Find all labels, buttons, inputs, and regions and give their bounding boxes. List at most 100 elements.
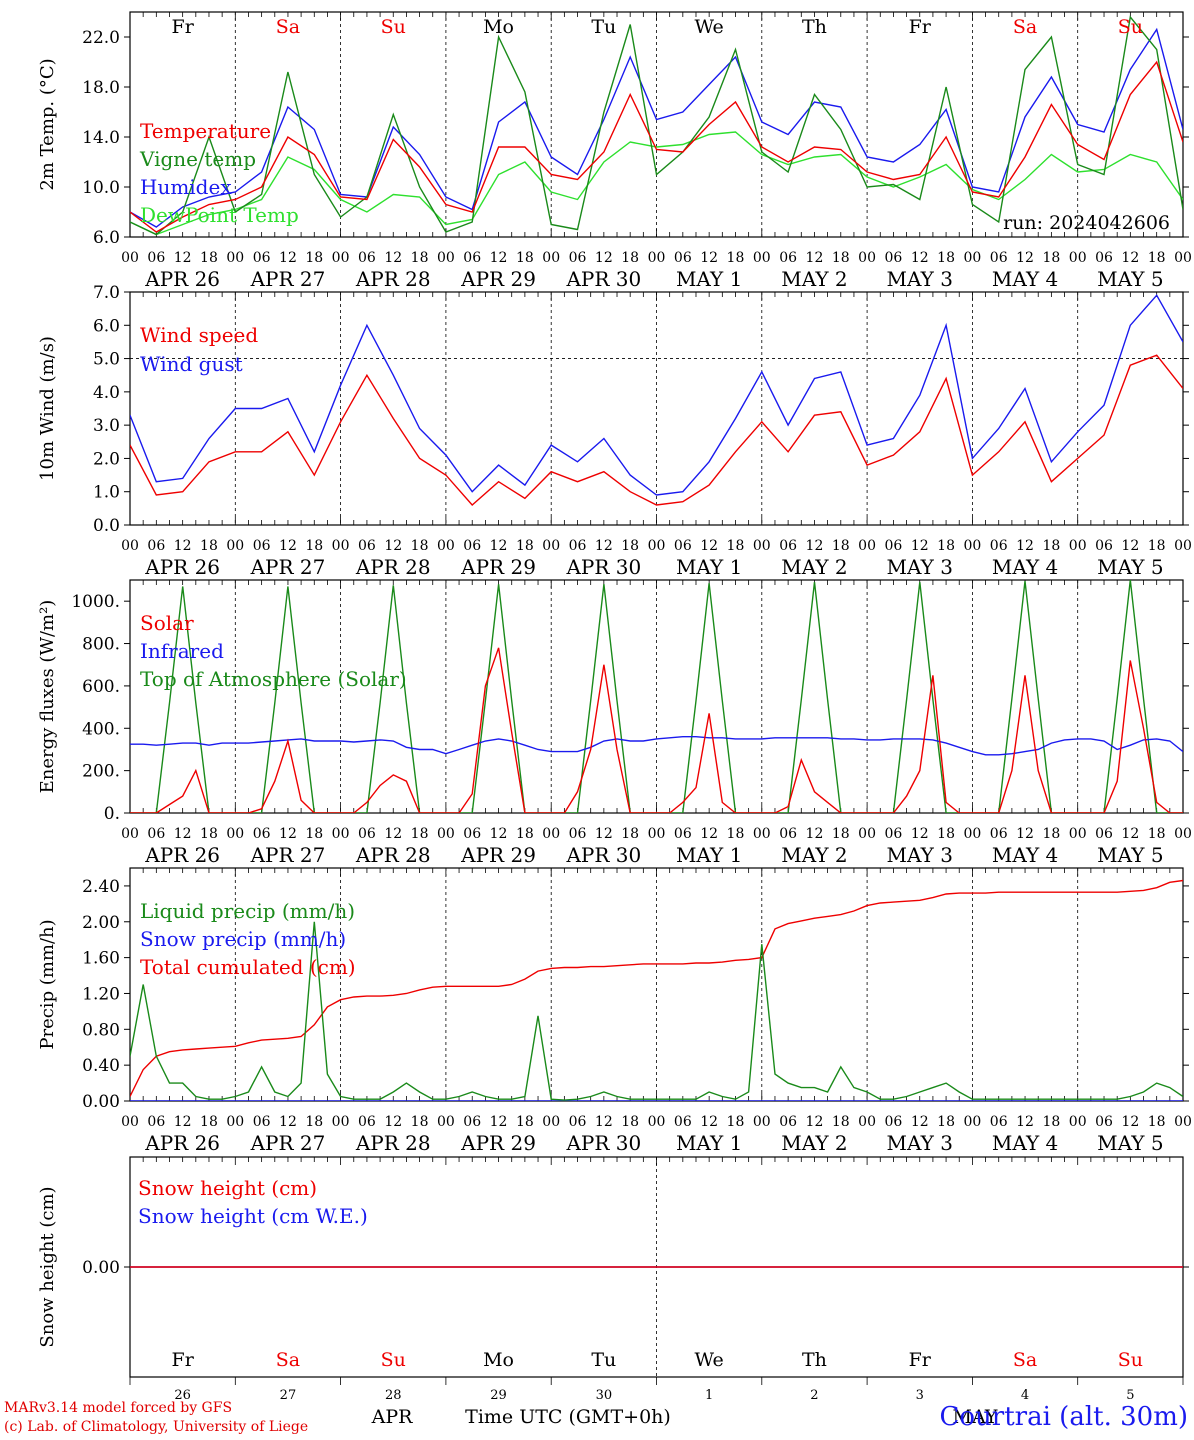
hour-tick-label: 18: [200, 250, 218, 266]
y-tick-label: 600.: [82, 677, 120, 697]
date-label: APR 29: [460, 1131, 536, 1155]
day-name-label: We: [695, 1349, 724, 1371]
day-name-label: Fr: [172, 1349, 195, 1371]
y-tick-label: 1000.: [71, 592, 120, 612]
y-tick-label: 0.80: [82, 1020, 120, 1040]
hour-tick-label: 12: [595, 1114, 613, 1130]
hour-tick-label: 06: [569, 826, 587, 842]
hour-tick-label: 00: [1174, 826, 1192, 842]
hour-tick-label: 12: [174, 538, 192, 554]
hour-tick-label: 18: [937, 1114, 955, 1130]
hour-tick-label: 06: [885, 1114, 903, 1130]
hour-tick-label: 06: [779, 1114, 797, 1130]
hour-tick-label: 06: [569, 250, 587, 266]
hour-tick-label: 06: [1095, 1114, 1113, 1130]
hour-tick-label: 12: [1016, 1114, 1034, 1130]
hour-tick-label: 00: [858, 250, 876, 266]
hour-tick-label: 18: [621, 1114, 639, 1130]
date-label: MAY 5: [1097, 1131, 1163, 1155]
date-label: APR 30: [565, 1131, 641, 1155]
hour-tick-label: 00: [648, 538, 666, 554]
y-tick-label: 10.0: [82, 178, 120, 198]
hour-tick-label: 00: [332, 1114, 350, 1130]
hour-tick-label: 12: [806, 1114, 824, 1130]
date-label: APR 26: [144, 1131, 220, 1155]
hour-tick-label: 12: [595, 826, 613, 842]
hour-tick-label: 00: [226, 250, 244, 266]
y-tick-label: 22.0: [82, 28, 120, 48]
legend-entry: Snow precip (mm/h): [140, 927, 346, 951]
hour-tick-label: 18: [305, 538, 323, 554]
hour-tick-label: 06: [358, 538, 376, 554]
hour-tick-label: 00: [753, 250, 771, 266]
hour-tick-label: 18: [832, 1114, 850, 1130]
hour-tick-label: 06: [147, 250, 165, 266]
day-name-label: Sa: [1013, 1349, 1037, 1371]
date-label: MAY 3: [887, 555, 953, 579]
date-label: MAY 3: [887, 1131, 953, 1155]
hour-tick-label: 18: [832, 538, 850, 554]
hour-tick-label: 00: [332, 826, 350, 842]
y-tick-label: 4.0: [93, 383, 120, 403]
day-number-label: 30: [596, 1388, 613, 1403]
x-axis-label: Time UTC (GMT+0h): [465, 1406, 671, 1428]
hour-tick-label: 12: [1016, 826, 1034, 842]
legend-entry: Solar: [140, 611, 194, 635]
y-tick-label: 14.0: [82, 128, 120, 148]
hour-tick-label: 06: [463, 250, 481, 266]
hour-tick-label: 18: [1148, 250, 1166, 266]
hour-tick-label: 06: [990, 250, 1008, 266]
hour-tick-label: 18: [516, 250, 534, 266]
hour-tick-label: 06: [990, 826, 1008, 842]
date-label: MAY 3: [887, 843, 953, 867]
date-label: APR 30: [565, 843, 641, 867]
y-axis-label: 2m Temp. (°C): [37, 58, 58, 190]
day-name-label: Fr: [909, 16, 932, 38]
series-line-wind-gust: [130, 294, 1183, 496]
hour-tick-label: 06: [674, 538, 692, 554]
hour-tick-label: 06: [463, 538, 481, 554]
y-tick-label: 7.0: [93, 283, 120, 303]
hour-tick-label: 00: [542, 826, 560, 842]
hour-tick-label: 12: [384, 250, 402, 266]
series-line-solar: [130, 647, 1183, 813]
legend-entry: Wind speed: [140, 323, 258, 347]
date-label: APR 29: [460, 843, 536, 867]
hour-tick-label: 12: [384, 538, 402, 554]
hour-tick-label: 06: [147, 1114, 165, 1130]
model-credit: MARv3.14 model forced by GFS: [4, 1400, 233, 1416]
legend-entry: Top of Atmosphere (Solar): [140, 667, 407, 691]
legend-entry: DewPoint Temp: [140, 203, 299, 227]
date-label: MAY 2: [781, 555, 847, 579]
hour-tick-label: 06: [990, 538, 1008, 554]
hour-tick-label: 06: [358, 1114, 376, 1130]
day-number-label: 5: [1126, 1388, 1134, 1403]
hour-tick-label: 00: [858, 1114, 876, 1130]
hour-tick-label: 18: [411, 538, 429, 554]
hour-tick-label: 18: [727, 1114, 745, 1130]
day-name-label: Tu: [591, 1349, 616, 1371]
hour-tick-label: 00: [963, 1114, 981, 1130]
hour-tick-label: 12: [490, 1114, 508, 1130]
hour-tick-label: 18: [411, 250, 429, 266]
hour-tick-label: 06: [990, 1114, 1008, 1130]
date-label: APR 27: [250, 267, 326, 291]
hour-tick-label: 18: [937, 826, 955, 842]
hour-tick-label: 06: [253, 826, 271, 842]
hour-tick-label: 18: [411, 1114, 429, 1130]
date-label: MAY 4: [992, 267, 1058, 291]
y-tick-label: 0.0: [93, 516, 120, 536]
hour-tick-label: 18: [1148, 538, 1166, 554]
hour-tick-label: 00: [226, 1114, 244, 1130]
day-name-label: Th: [802, 1349, 827, 1371]
hour-tick-label: 18: [727, 538, 745, 554]
date-label: APR 27: [250, 555, 326, 579]
date-label: APR 26: [144, 555, 220, 579]
hour-tick-label: 06: [147, 538, 165, 554]
date-label: MAY 5: [1097, 843, 1163, 867]
day-name-label: Sa: [276, 16, 300, 38]
hour-tick-label: 18: [832, 826, 850, 842]
y-tick-label: 400.: [82, 719, 120, 739]
hour-tick-label: 18: [516, 826, 534, 842]
y-tick-label: 1.20: [82, 984, 120, 1004]
